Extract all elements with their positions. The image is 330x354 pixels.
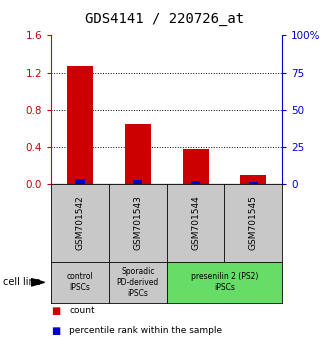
Polygon shape [31,279,45,286]
Text: GDS4141 / 220726_at: GDS4141 / 220726_at [85,12,245,27]
Bar [125,124,151,184]
Text: control
IPSCs: control IPSCs [67,272,93,292]
Bar [133,181,142,184]
Bar [76,179,84,184]
Text: GSM701545: GSM701545 [249,195,258,251]
Bar [191,181,200,184]
Bar [182,149,209,184]
Text: GSM701543: GSM701543 [133,195,142,251]
Text: cell line: cell line [3,277,41,287]
Text: ■: ■ [51,326,60,336]
Text: presenilin 2 (PS2)
iPSCs: presenilin 2 (PS2) iPSCs [191,272,258,292]
Text: ■: ■ [51,306,60,316]
Bar [67,66,93,184]
Text: count: count [69,306,95,315]
Text: GSM701544: GSM701544 [191,196,200,250]
Text: Sporadic
PD-derived
iPSCs: Sporadic PD-derived iPSCs [116,267,159,298]
Bar [249,182,258,184]
Text: percentile rank within the sample: percentile rank within the sample [69,326,222,335]
Text: GSM701542: GSM701542 [76,196,84,250]
Bar [240,175,266,184]
